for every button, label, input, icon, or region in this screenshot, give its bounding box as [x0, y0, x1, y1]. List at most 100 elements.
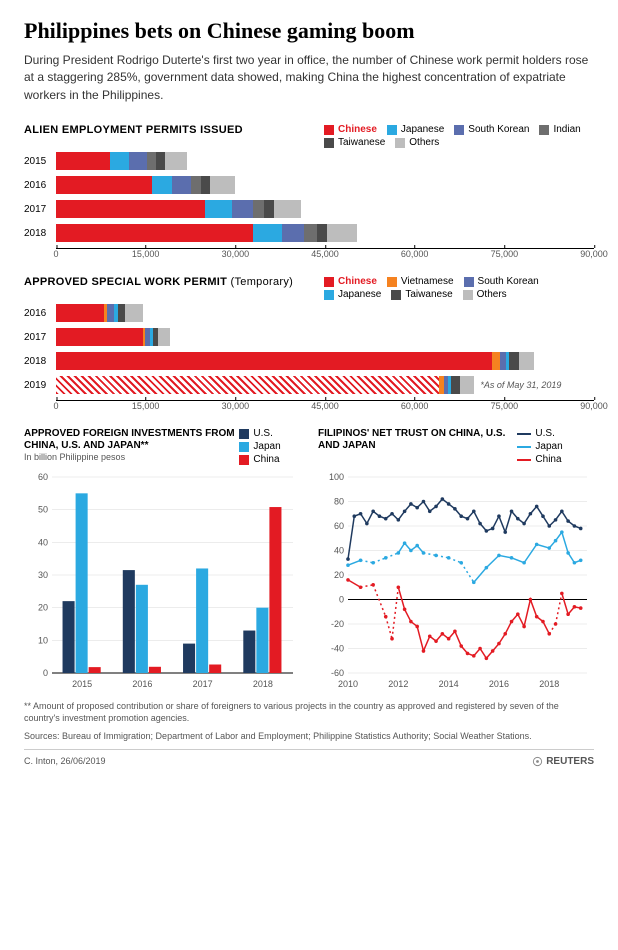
- point-china: [491, 649, 495, 653]
- point-us: [579, 527, 583, 531]
- hbar-ylabel: 2016: [24, 180, 56, 191]
- bar-us: [243, 631, 255, 673]
- hbar-segment-chinese: [56, 328, 143, 346]
- hbar-segment-south_korean: [232, 200, 252, 218]
- point-china: [397, 586, 401, 590]
- point-china: [541, 620, 545, 624]
- hbar-track: [56, 304, 594, 322]
- hbar-track: *As of May 31, 2019: [56, 376, 594, 394]
- chart2-legend: ChineseVietnameseSouth KoreanJapaneseTai…: [324, 276, 594, 300]
- hbar-segment-south_korean: [282, 224, 304, 242]
- point-china: [478, 647, 482, 651]
- hbar-segment-chinese: [56, 224, 253, 242]
- point-japan: [547, 546, 551, 550]
- point-us: [346, 557, 350, 561]
- bar-japan: [196, 569, 208, 674]
- hbar-segment-chinese: [56, 352, 492, 370]
- point-japan: [579, 559, 583, 563]
- point-us: [371, 510, 375, 514]
- point-us: [522, 522, 526, 526]
- svg-text:2015: 2015: [72, 679, 92, 689]
- hbar-segment-taiwanese: [509, 352, 519, 370]
- point-us: [503, 530, 507, 534]
- svg-text:2016: 2016: [132, 679, 152, 689]
- point-japan: [566, 551, 570, 555]
- hbar-row: 2015: [24, 152, 594, 170]
- hbar-segment-chinese: [56, 152, 110, 170]
- chart1-legend: ChineseJapaneseSouth KoreanIndianTaiwane…: [324, 124, 594, 148]
- point-us: [453, 507, 457, 511]
- hbar-segment-indian: [304, 224, 317, 242]
- hbar-segment-others: [158, 328, 169, 346]
- hbar-segment-japanese: [110, 152, 129, 170]
- hbar-segment-taiwanese: [317, 224, 328, 242]
- point-japan: [472, 581, 476, 585]
- hbar-segment-others: [165, 152, 188, 170]
- svg-text:50: 50: [38, 505, 48, 515]
- bar-us: [123, 570, 135, 673]
- sources: Sources: Bureau of Immigration; Departme…: [24, 731, 594, 750]
- point-japan: [497, 554, 501, 558]
- hbar-ylabel: 2019: [24, 380, 56, 391]
- hbar-segment-south_korean: [172, 176, 191, 194]
- svg-text:2017: 2017: [193, 679, 213, 689]
- hbar-segment-vietnamese: [492, 352, 500, 370]
- point-us: [459, 515, 463, 519]
- svg-text:40: 40: [334, 546, 344, 556]
- brand-logo: REUTERS: [532, 756, 594, 767]
- svg-text:60: 60: [334, 521, 344, 531]
- line-china: [556, 594, 562, 625]
- legend-item: Chinese: [324, 276, 377, 287]
- point-japan: [447, 556, 451, 560]
- hbar-segment-japanese: [205, 200, 232, 218]
- point-china: [529, 598, 533, 602]
- line-japan: [436, 556, 449, 558]
- hbar-ylabel: 2018: [24, 356, 56, 367]
- point-us: [403, 510, 407, 514]
- hbar-segment-taiwanese: [264, 200, 274, 218]
- point-us: [415, 506, 419, 510]
- point-us: [510, 510, 514, 514]
- hbar-track: [56, 152, 594, 170]
- point-china: [409, 620, 413, 624]
- hbar-segment-japanese: [152, 176, 172, 194]
- hbar-segment-chinese: [56, 176, 152, 194]
- chart2-title: APPROVED SPECIAL WORK PERMIT (Temporary): [24, 276, 293, 288]
- point-us: [441, 497, 445, 501]
- chart4-legend: U.S.JapanChina: [517, 428, 594, 465]
- line-china: [361, 585, 374, 587]
- point-china: [453, 630, 457, 634]
- point-china: [415, 625, 419, 629]
- legend-item: Japanese: [324, 289, 381, 300]
- legend-item: Japan: [239, 441, 280, 452]
- hbar-track: [56, 176, 594, 194]
- point-china: [346, 578, 350, 582]
- point-japan: [397, 551, 401, 555]
- hbar-segment-indian: [253, 200, 264, 218]
- point-china: [579, 606, 583, 610]
- svg-text:2018: 2018: [539, 679, 559, 689]
- legend-item: Others: [395, 137, 439, 148]
- point-china: [547, 632, 551, 636]
- hbar-ylabel: 2017: [24, 332, 56, 343]
- hbar-segment-others: [210, 176, 235, 194]
- point-japan: [510, 556, 514, 560]
- hbar-ylabel: 2015: [24, 156, 56, 167]
- point-china: [472, 654, 476, 658]
- hbar-track: [56, 328, 594, 346]
- point-us: [384, 517, 388, 521]
- legend-item: Chinese: [324, 124, 377, 135]
- point-japan: [371, 561, 375, 565]
- point-us: [447, 502, 451, 506]
- chart-special-permit: APPROVED SPECIAL WORK PERMIT (Temporary)…: [24, 276, 594, 414]
- legend-item: Vietnamese: [387, 276, 454, 287]
- legend-item: South Korean: [464, 276, 539, 287]
- hbar-segment-indian: [191, 176, 201, 194]
- bar-china: [209, 665, 221, 673]
- point-china: [403, 608, 407, 612]
- point-us: [566, 519, 570, 523]
- svg-text:-60: -60: [331, 668, 344, 678]
- point-china: [522, 625, 526, 629]
- point-japan: [535, 543, 539, 547]
- point-china: [422, 649, 426, 653]
